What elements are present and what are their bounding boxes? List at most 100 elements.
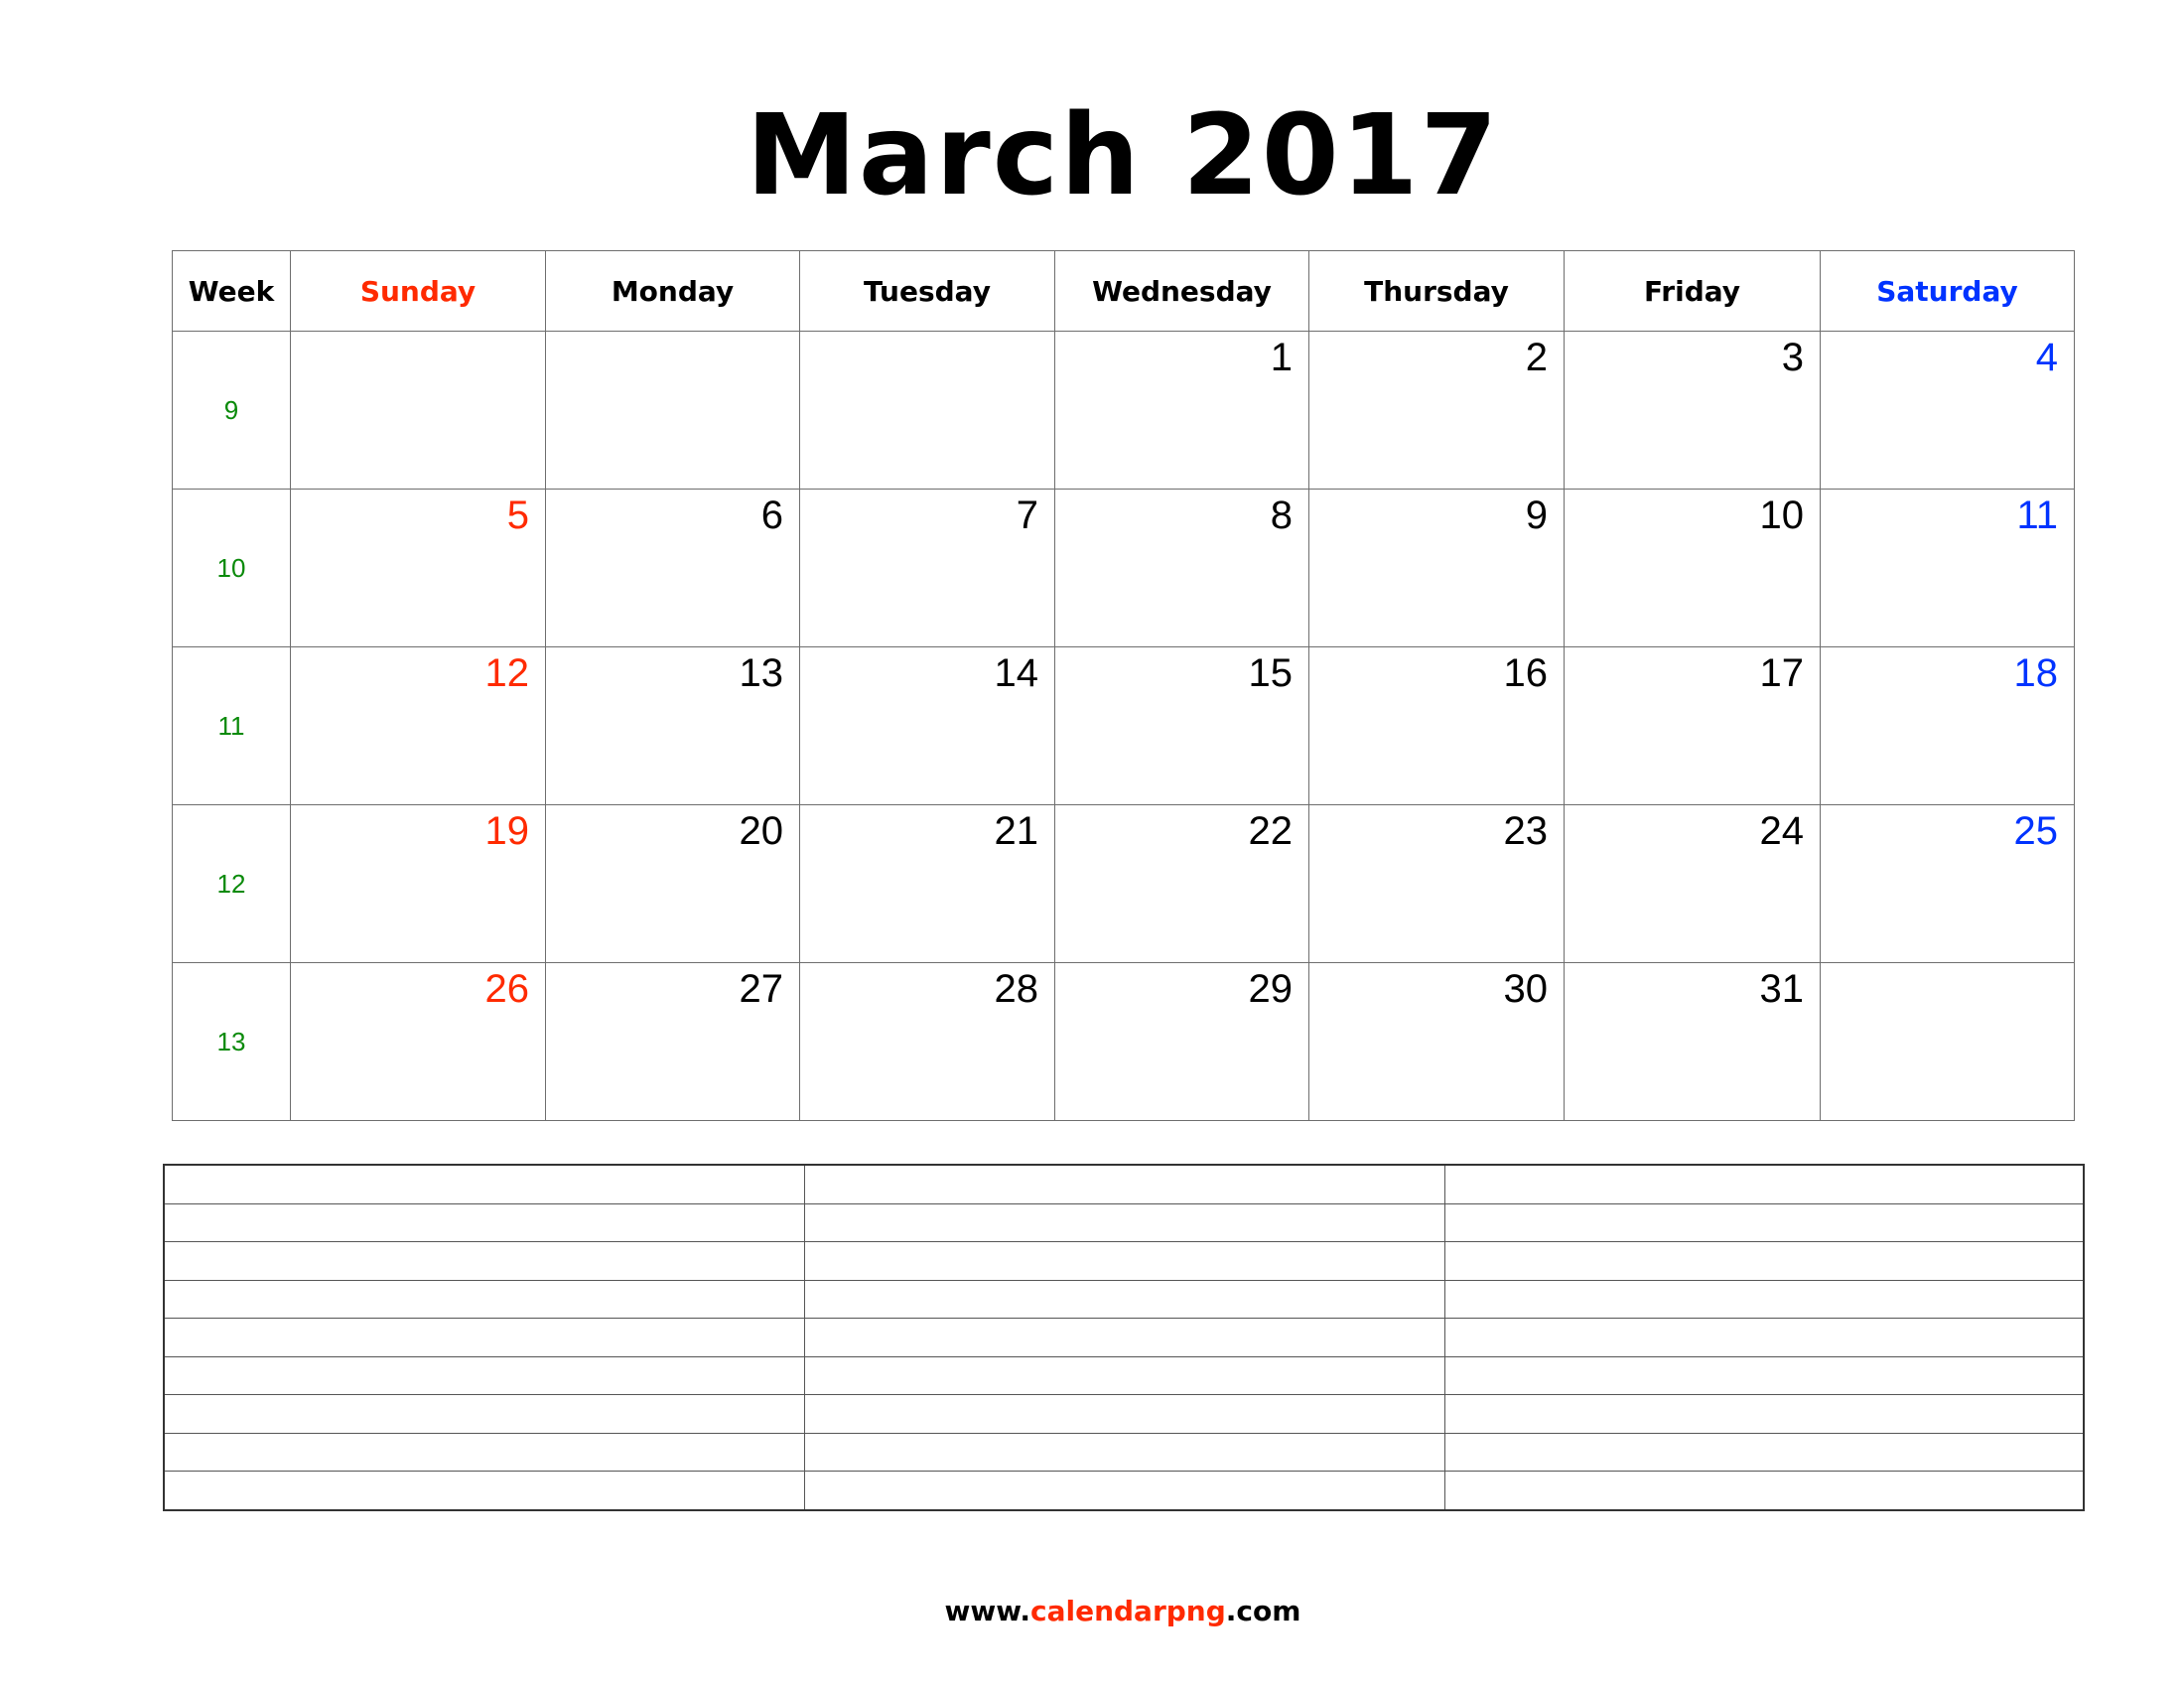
day-cell[interactable]: 25 bbox=[1820, 804, 2075, 963]
notes-line[interactable] bbox=[163, 1318, 805, 1357]
day-cell[interactable]: 2 bbox=[1308, 331, 1565, 490]
header-thursday: Thursday bbox=[1308, 250, 1565, 332]
notes-line[interactable] bbox=[163, 1355, 805, 1395]
day-cell[interactable]: 21 bbox=[799, 804, 1055, 963]
day-cell[interactable]: 11 bbox=[1820, 489, 2075, 647]
notes-line[interactable] bbox=[163, 1279, 805, 1319]
day-number: 22 bbox=[1248, 809, 1294, 853]
day-cell[interactable]: 19 bbox=[290, 804, 546, 963]
day-cell[interactable]: 29 bbox=[1054, 962, 1309, 1121]
notes-line[interactable] bbox=[163, 1471, 805, 1510]
notes-line[interactable] bbox=[803, 1164, 1445, 1204]
day-number: 1 bbox=[1270, 336, 1293, 379]
day-number: 26 bbox=[484, 967, 530, 1011]
notes-line[interactable] bbox=[1443, 1471, 2085, 1510]
day-number: 28 bbox=[994, 967, 1039, 1011]
header-monday: Monday bbox=[545, 250, 800, 332]
footer-website: www.calendarpng.com bbox=[0, 1595, 2184, 1627]
day-cell[interactable]: 14 bbox=[799, 646, 1055, 805]
calendar-grid: Week Sunday Monday Tuesday Wednesday Thursday… bbox=[172, 250, 2075, 1121]
header-wednesday: Wednesday bbox=[1054, 250, 1309, 332]
day-number: 12 bbox=[484, 651, 530, 695]
day-cell[interactable] bbox=[1820, 962, 2075, 1121]
day-cell[interactable] bbox=[799, 331, 1055, 490]
day-cell[interactable]: 17 bbox=[1564, 646, 1821, 805]
day-cell[interactable]: 27 bbox=[545, 962, 800, 1121]
day-cell[interactable]: 8 bbox=[1054, 489, 1309, 647]
header-saturday: Saturday bbox=[1820, 250, 2075, 332]
day-cell[interactable]: 12 bbox=[290, 646, 546, 805]
notes-line[interactable] bbox=[803, 1202, 1445, 1242]
day-cell[interactable]: 9 bbox=[1308, 489, 1565, 647]
week-number: 12 bbox=[172, 804, 291, 963]
notes-row bbox=[163, 1394, 2085, 1434]
day-cell[interactable]: 16 bbox=[1308, 646, 1565, 805]
day-cell[interactable]: 10 bbox=[1564, 489, 1821, 647]
day-number: 10 bbox=[1759, 493, 1805, 537]
day-cell[interactable]: 15 bbox=[1054, 646, 1309, 805]
day-cell[interactable]: 22 bbox=[1054, 804, 1309, 963]
notes-line[interactable] bbox=[803, 1394, 1445, 1434]
day-cell[interactable]: 20 bbox=[545, 804, 800, 963]
weekday-header-row: Week Sunday Monday Tuesday Wednesday Thursday… bbox=[172, 250, 2075, 332]
notes-line[interactable] bbox=[1443, 1318, 2085, 1357]
day-cell[interactable]: 6 bbox=[545, 489, 800, 647]
day-cell[interactable]: 18 bbox=[1820, 646, 2075, 805]
header-tuesday: Tuesday bbox=[799, 250, 1055, 332]
notes-line[interactable] bbox=[803, 1355, 1445, 1395]
day-cell[interactable]: 3 bbox=[1564, 331, 1821, 490]
day-number: 25 bbox=[2013, 809, 2059, 853]
notes-line[interactable] bbox=[803, 1432, 1445, 1472]
day-number: 20 bbox=[739, 809, 784, 853]
notes-row bbox=[163, 1164, 2085, 1204]
day-cell[interactable]: 4 bbox=[1820, 331, 2075, 490]
day-cell[interactable] bbox=[545, 331, 800, 490]
day-cell[interactable]: 30 bbox=[1308, 962, 1565, 1121]
header-sunday: Sunday bbox=[290, 250, 546, 332]
notes-line[interactable] bbox=[163, 1394, 805, 1434]
notes-row bbox=[163, 1318, 2085, 1357]
notes-line[interactable] bbox=[1443, 1164, 2085, 1204]
notes-line[interactable] bbox=[803, 1279, 1445, 1319]
notes-row bbox=[163, 1471, 2085, 1510]
notes-line[interactable] bbox=[1443, 1394, 2085, 1434]
notes-line[interactable] bbox=[163, 1164, 805, 1204]
notes-row bbox=[163, 1202, 2085, 1242]
day-cell[interactable]: 7 bbox=[799, 489, 1055, 647]
notes-row bbox=[163, 1241, 2085, 1281]
day-number bbox=[800, 332, 1054, 336]
day-cell[interactable]: 13 bbox=[545, 646, 800, 805]
day-cell[interactable]: 5 bbox=[290, 489, 546, 647]
day-cell[interactable]: 28 bbox=[799, 962, 1055, 1121]
header-week: Week bbox=[172, 250, 291, 332]
footer-prefix: www. bbox=[944, 1595, 1030, 1627]
day-cell[interactable] bbox=[290, 331, 546, 490]
notes-line[interactable] bbox=[1443, 1355, 2085, 1395]
week-number: 13 bbox=[172, 962, 291, 1121]
day-number: 8 bbox=[1270, 493, 1293, 537]
day-number: 3 bbox=[1781, 336, 1804, 379]
notes-line[interactable] bbox=[1443, 1241, 2085, 1281]
notes-line[interactable] bbox=[1443, 1202, 2085, 1242]
day-number: 11 bbox=[2016, 493, 2058, 537]
footer-suffix: .com bbox=[1225, 1595, 1301, 1627]
notes-line[interactable] bbox=[803, 1241, 1445, 1281]
week-row: 12 19 20 21 22 23 24 25 bbox=[172, 804, 2075, 963]
day-number: 7 bbox=[1016, 493, 1038, 537]
day-cell[interactable]: 1 bbox=[1054, 331, 1309, 490]
day-cell[interactable]: 31 bbox=[1564, 962, 1821, 1121]
notes-line[interactable] bbox=[163, 1202, 805, 1242]
day-number: 27 bbox=[739, 967, 784, 1011]
notes-line[interactable] bbox=[1443, 1432, 2085, 1472]
notes-line[interactable] bbox=[163, 1432, 805, 1472]
notes-line[interactable] bbox=[803, 1471, 1445, 1510]
day-cell[interactable]: 23 bbox=[1308, 804, 1565, 963]
day-cell[interactable]: 24 bbox=[1564, 804, 1821, 963]
notes-line[interactable] bbox=[803, 1318, 1445, 1357]
day-number: 17 bbox=[1759, 651, 1805, 695]
week-number: 11 bbox=[172, 646, 291, 805]
notes-line[interactable] bbox=[1443, 1279, 2085, 1319]
day-number bbox=[291, 332, 545, 336]
notes-line[interactable] bbox=[163, 1241, 805, 1281]
day-cell[interactable]: 26 bbox=[290, 962, 546, 1121]
